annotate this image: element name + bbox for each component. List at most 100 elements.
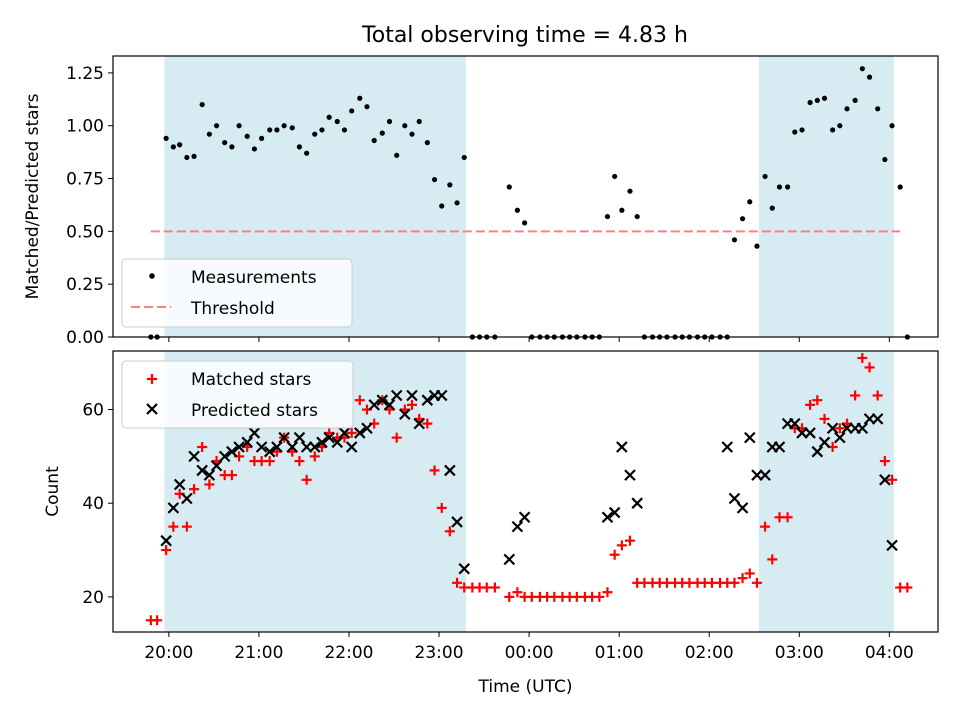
matched-stars-point [782,512,793,523]
cross-b [503,553,516,566]
legend-marker-predicted [146,403,158,415]
cross-b [458,562,471,575]
cross-b [308,441,321,453]
count-ylabel: Count [43,466,63,517]
matched-stars-point [189,484,200,495]
predicted-stars-point [278,431,290,444]
matched-stars-point [864,362,875,373]
measurement-point [251,146,258,152]
measurement-point [267,127,273,133]
predicted-stars-point [406,389,418,402]
matched-stars-point [444,526,455,537]
measurement-point [439,203,445,209]
cross-b [218,450,231,463]
predicted-stars-point [721,441,734,453]
measurement-point [889,123,895,129]
predicted-stars-point [233,441,245,453]
cross-b [879,474,891,486]
legend-label-measurements: Measurements [191,268,317,288]
measurement-point [402,123,408,129]
cross-b [834,431,846,444]
matched-stars-point [436,502,447,513]
predicted-stars-point [804,427,816,439]
predicted-stars-point [376,394,389,406]
predicted-stars-point [390,389,403,402]
matched-stars-point [834,423,845,434]
matched-stars-point [294,456,305,467]
matched-stars-point [512,587,523,598]
measurement-point [177,142,183,148]
measurement-point [163,135,169,141]
cross-b [293,431,306,444]
matched-stars-point [805,399,816,410]
predicted-stars-point [811,445,824,458]
cross-b [406,389,418,402]
predicted-stars-point [316,436,328,449]
matched-stars-point [879,456,890,467]
measurement-point [731,237,738,243]
cross-b [608,506,621,519]
measurement-point [514,207,520,213]
xtick-label: 23:00 [415,643,464,663]
count-ytick-label: 40 [82,494,104,514]
predicted-stars-point [181,492,193,505]
measurement-point [875,106,881,112]
cross-b [173,478,186,491]
predicted-stars-point [818,436,831,449]
matched-stars-point [729,577,740,588]
measurement-point [821,95,828,101]
measurement-point [244,133,250,139]
ratio-ytick-label: 0.50 [66,222,104,242]
measurement-point [604,213,611,220]
measurement-point [506,184,512,190]
legend-box [121,258,353,328]
matched-stars-point [264,456,275,467]
matched-stars-point [887,474,898,485]
matched-stars-point [197,442,208,453]
xtick-label: 22:00 [324,643,373,663]
legend-label-predicted: Predicted stars [191,401,318,421]
matched-stars-point [152,615,163,626]
measurement-point [762,173,768,180]
predicted-stars-point [789,417,801,430]
predicted-stars-point [886,539,898,552]
predicted-stars-point [736,502,749,514]
measurement-point [409,131,415,137]
matched-stars-point [301,474,312,485]
matched-stars-point [168,521,179,532]
measurement-point [304,150,310,156]
cross-b [721,441,734,453]
legend-box [121,360,354,429]
cross-b [233,441,245,453]
cross-b [271,441,283,453]
count-axes-frame [112,350,939,633]
matched-stars-point [812,395,823,406]
predicted-stars-point [518,511,531,524]
count-shaded-span-1 [758,351,894,632]
matched-stars-point [609,549,620,560]
predicted-stars-point [773,441,786,453]
ratio-axes-frame [112,55,939,338]
predicted-stars-point [383,399,396,411]
measurement-point [191,153,197,159]
cross-b [451,516,463,528]
predicted-stars-point [226,445,238,458]
cross-b [241,436,253,449]
cross-b [188,450,200,463]
measurement-point [379,130,385,136]
predicted-stars-point [511,520,524,533]
cross-b [160,534,172,547]
predicted-stars-point [421,394,434,406]
matched-stars-point [161,545,172,556]
predicted-stars-point [743,431,756,444]
predicted-stars-point [173,478,186,491]
measurement-point [619,207,625,213]
cross-b [376,394,389,406]
predicted-stars-point [399,408,411,421]
measurement-point [807,99,813,106]
matched-stars-point [624,535,635,546]
cross-b [511,520,524,533]
xtick-label: 20:00 [144,643,193,663]
cross-b [826,422,839,435]
